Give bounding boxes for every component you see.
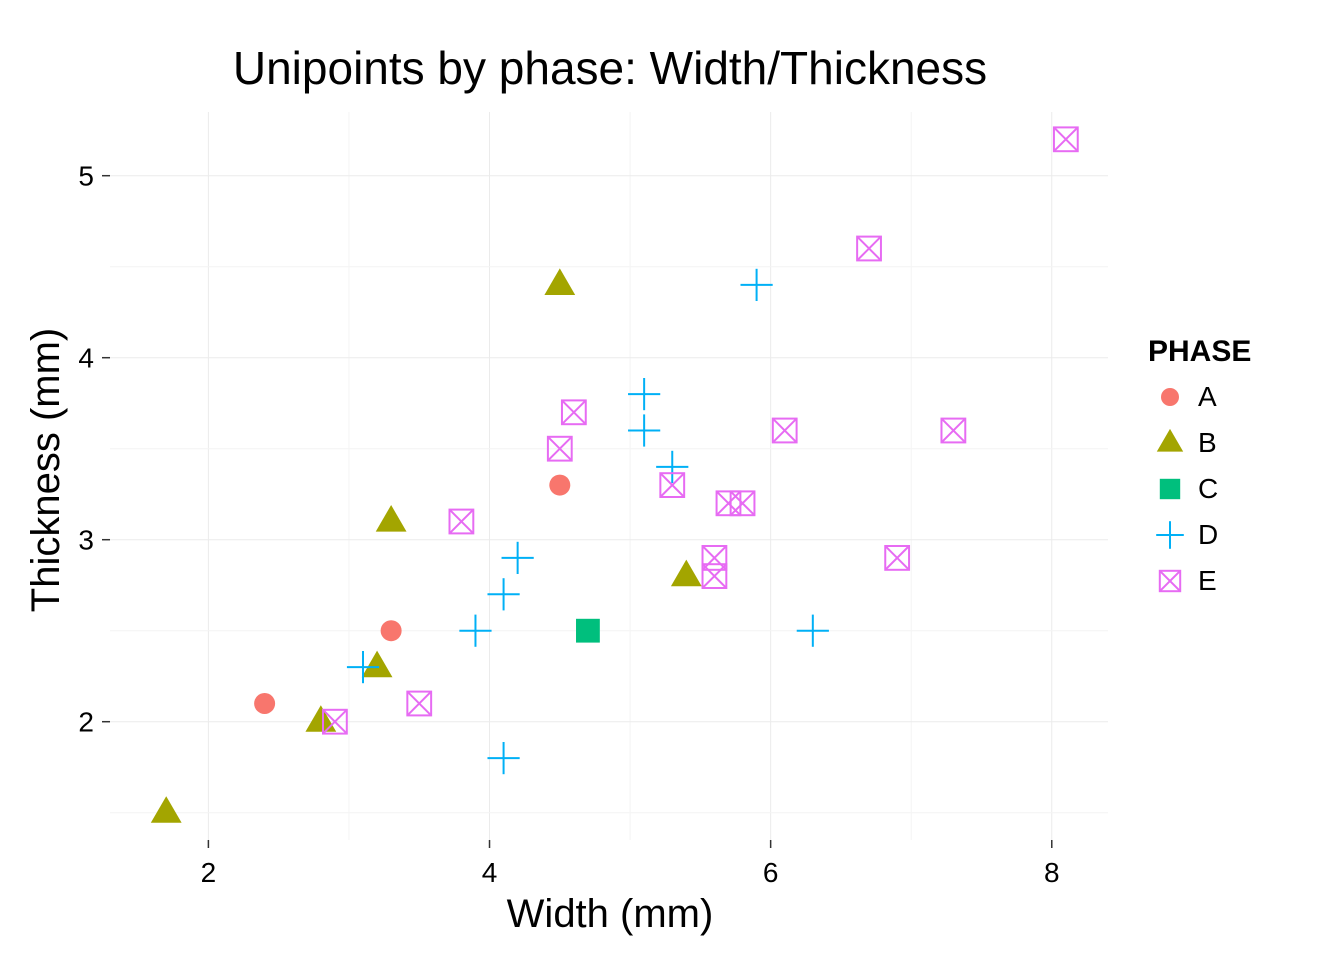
point-E xyxy=(701,563,728,590)
point-D xyxy=(628,414,661,447)
legend-marker-E xyxy=(1158,569,1182,593)
grid-lines xyxy=(110,112,1108,840)
point-D xyxy=(740,268,773,301)
x-tick-label: 4 xyxy=(482,857,498,888)
chart-title: Unipoints by phase: Width/Thickness xyxy=(232,42,988,94)
point-E xyxy=(856,235,882,262)
y-tick-label: 5 xyxy=(78,161,94,192)
point-A xyxy=(549,474,571,496)
point-E xyxy=(546,435,573,462)
point-A xyxy=(254,693,276,714)
point-D xyxy=(459,614,492,647)
point-E xyxy=(771,417,798,444)
legend-label: D xyxy=(1198,519,1219,550)
point-E xyxy=(701,545,728,571)
legend-item-A: A xyxy=(1148,374,1251,420)
y-tick-label: 4 xyxy=(78,343,94,374)
legend-label: C xyxy=(1198,473,1219,504)
point-B xyxy=(305,705,337,732)
legend-marker-B xyxy=(1156,428,1184,452)
legend-item-E: E xyxy=(1148,558,1251,604)
legend-marker-A xyxy=(1161,388,1179,406)
legend-label: A xyxy=(1198,381,1217,412)
point-E xyxy=(729,490,756,517)
y-axis-label: Thickness (mm) xyxy=(24,327,68,613)
point-E xyxy=(715,490,742,517)
legend-marker-C xyxy=(1159,478,1181,500)
point-E xyxy=(560,399,587,426)
point-B xyxy=(361,650,393,678)
legend-key-C xyxy=(1159,478,1181,500)
legend-key-B xyxy=(1156,428,1184,452)
legend-key-E xyxy=(1158,569,1182,593)
point-D xyxy=(628,378,661,411)
x-tick-label: 8 xyxy=(1044,857,1060,888)
legend-key-A xyxy=(1161,388,1179,406)
point-B xyxy=(375,505,407,532)
point-E xyxy=(1052,126,1079,153)
y-tick-label: 2 xyxy=(78,707,94,738)
point-E xyxy=(322,708,348,735)
point-D xyxy=(656,450,689,483)
legend-title: PHASE xyxy=(1148,335,1252,368)
legend-item-C: C xyxy=(1148,466,1251,512)
point-D xyxy=(487,578,520,611)
point-D xyxy=(346,651,380,684)
legend-label: B xyxy=(1198,427,1217,458)
legend-item-B: B xyxy=(1148,420,1251,466)
legend-key-D xyxy=(1156,521,1184,549)
point-B xyxy=(544,268,576,296)
y-tick-label: 3 xyxy=(78,525,94,556)
axes: 2 4 6 8 2 3 4 5 xyxy=(78,161,1059,888)
point-D xyxy=(487,742,520,775)
point-C xyxy=(576,618,600,643)
x-tick-label: 6 xyxy=(763,857,779,888)
point-E xyxy=(884,545,911,571)
legend-marker-D xyxy=(1156,521,1184,549)
point-E xyxy=(940,417,967,444)
point-E xyxy=(659,472,686,499)
x-axis-label: Width (mm) xyxy=(506,892,714,936)
point-D xyxy=(796,614,829,647)
point-B xyxy=(150,796,182,823)
point-E xyxy=(406,690,433,717)
point-A xyxy=(380,620,402,642)
legend-item-D: D xyxy=(1148,512,1251,558)
data-points xyxy=(150,126,1079,823)
point-E xyxy=(448,508,475,535)
point-B xyxy=(670,559,702,587)
x-tick-label: 2 xyxy=(201,857,217,888)
point-D xyxy=(501,541,534,574)
legend-label: E xyxy=(1198,565,1217,596)
